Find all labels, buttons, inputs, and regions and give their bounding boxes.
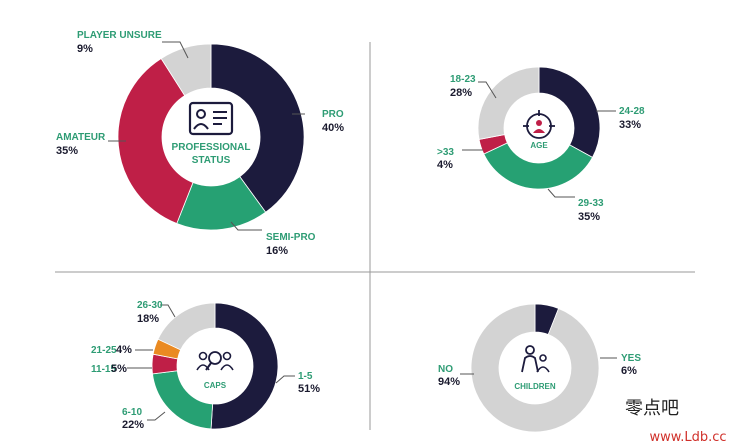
slice-label-18-23: 18-23 (450, 74, 476, 85)
slice-label-amateur: AMATEUR (56, 132, 106, 143)
slice-value-1-5: 51% (298, 383, 320, 395)
slice-label-yes: YES (621, 353, 641, 364)
slice-value-26-30: 18% (137, 313, 159, 325)
group-search-icon (196, 351, 234, 371)
slice-label-6-10: 6-10 (122, 407, 142, 418)
target-person-icon (523, 110, 555, 139)
slice-label-over-33: >33 (437, 147, 454, 158)
slice-label-no: NO (438, 364, 453, 375)
leader-line-1-5 (275, 375, 295, 384)
slice-label-24-28: 24-28 (619, 106, 645, 117)
donut-hole (177, 328, 253, 404)
slice-value-18-23: 28% (450, 87, 472, 99)
slice-value-11-15: 5% (111, 363, 127, 375)
leader-line-player-unsure (162, 41, 189, 59)
watermark-text: 零点吧 (625, 398, 679, 419)
donut-hole (504, 93, 574, 163)
watermark-url: www.Ldb.cc (649, 430, 726, 445)
slice-value-semi-pro: 16% (266, 245, 288, 257)
leader-line-18-23 (478, 81, 497, 99)
slice-value-29-33: 35% (578, 211, 600, 223)
leader-line-26-30 (160, 304, 176, 318)
slice-label-1-5: 1-5 (298, 371, 313, 382)
leader-line-29-33 (547, 188, 575, 198)
slice-value-21-25: 4% (116, 344, 132, 356)
slice-value-pro: 40% (322, 122, 344, 134)
parent-child-icon (521, 345, 550, 373)
slice-value-no: 94% (438, 376, 460, 388)
professional-status-donut: PROFESSIONAL STATUS PRO 40% SEMI-PRO 16%… (56, 30, 344, 257)
center-label-age: AGE (530, 141, 548, 150)
caps-slices (151, 302, 279, 430)
slice-label-player-unsure: PLAYER UNSURE (77, 30, 162, 41)
age-donut: AGE 24-28 33% 29-33 35% >33 4% 18-23 28% (437, 66, 645, 223)
slice-label-26-30: 26-30 (137, 300, 163, 311)
center-label-caps: CAPS (204, 381, 227, 390)
leader-line-semi-pro (230, 221, 262, 231)
center-label-children: CHILDREN (514, 382, 556, 391)
donut-hole (499, 332, 571, 404)
watermark: 零点吧 www.Ldb.cc (625, 398, 727, 445)
slice-label-semi-pro: SEMI-PRO (266, 232, 316, 243)
slice-value-amateur: 35% (56, 145, 78, 157)
age-slices (477, 66, 601, 190)
slice-label-11-15: 11-15 (91, 364, 116, 375)
slice-label-29-33: 29-33 (578, 198, 604, 209)
slice-label-pro: PRO (322, 109, 344, 120)
leader-line-6-10 (147, 411, 166, 421)
slice-player-unsure (160, 43, 212, 97)
caps-donut: CAPS 1-5 51% 6-10 22% 11-15 5% 21-25 4% … (91, 300, 320, 431)
children-donut: CHILDREN YES 6% NO 94% (438, 303, 641, 433)
donut-hole (162, 88, 260, 186)
slice-value-24-28: 33% (619, 119, 641, 131)
slice-value-yes: 6% (621, 365, 637, 377)
professional-status-slices (117, 43, 305, 231)
center-label-line-1: PROFESSIONAL (172, 142, 251, 153)
id-card-icon (188, 101, 234, 136)
slice-value-over-33: 4% (437, 159, 453, 171)
slice-label-21-25: 21-25 (91, 345, 117, 356)
slice-value-6-10: 22% (122, 419, 144, 431)
slice-value-player-unsure: 9% (77, 43, 93, 55)
center-label-line-2: STATUS (192, 155, 231, 166)
